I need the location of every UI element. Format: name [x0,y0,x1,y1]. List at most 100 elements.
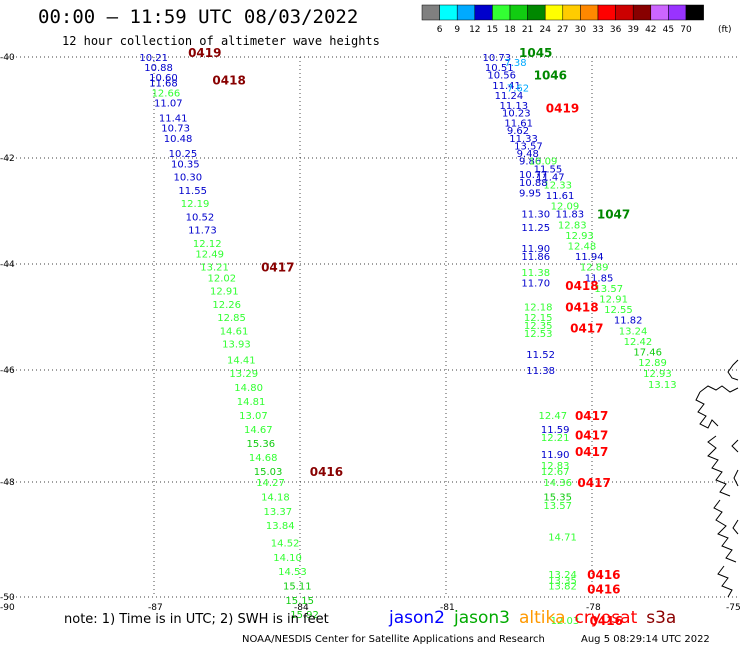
swh-label-west-track: 15.92 [290,610,319,621]
swh-label-vertical-track: 11.90 [521,244,550,255]
coastline-path [731,439,739,535]
swh-label-vertical-track: 11.70 [521,279,550,290]
lat-label: -46 [0,366,15,376]
swh-label-east-track: 13.57 [514,141,543,152]
swh-label-east-track: 12.42 [624,337,653,348]
swh-label-vertical-track: 11.59 [541,425,570,436]
pass-time-label: 0417 [261,261,294,275]
colorbar-tick-label: 30 [575,25,587,35]
pass-time-label: 0417 [577,476,610,490]
colorbar-tick-label: 70 [680,25,692,35]
swh-label-west-track: 13.21 [200,263,229,274]
pass-time-label: 0418 [565,300,598,314]
swh-label-vertical-track: 11.38 [526,366,555,377]
footer-note: note: 1) Time is in UTC; 2) SWH is in fe… [64,612,329,627]
swh-label-west-track: 13.37 [264,507,293,518]
swh-label-vertical-track: 14.36 [543,478,572,489]
swh-label-vertical-track: 13.57 [543,501,572,512]
swh-label-west-track: 14.41 [227,355,256,366]
swh-label-east-track: 12.89 [580,263,609,274]
swh-label-east-track: 10.73 [483,53,512,64]
legend-s3a: s3a [646,608,677,628]
pass-time-label: 0419 [546,102,579,116]
lon-label: -87 [148,603,163,613]
swh-label-east-track: 12.55 [604,305,633,316]
legend-cryosat: cryosat [574,608,638,628]
swh-label-vertical-track: 11.38 [521,268,550,279]
swh-label-west-track: 13.84 [266,521,295,532]
swh-label-east-track: 13.13 [648,380,677,391]
swh-label-east-track: 12.89 [638,358,667,369]
swh-label-east-track: 12.83 [558,220,587,231]
swh-label-east-track: 11.61 [546,191,575,202]
swh-label-west-track: 13.07 [239,411,268,422]
swh-label-west-track: 10.52 [186,212,215,223]
swh-label-west-track: 12.66 [152,88,181,99]
colorbar-tick-label: 21 [522,25,533,35]
pass-time-label: 0416 [590,614,623,628]
coastline-path [713,499,737,563]
swh-label-vertical-track: 12.35 [524,321,553,332]
swh-label-west-track: 15.03 [254,467,283,478]
swh-label-vertical-track: 11.86 [521,252,550,263]
swh-label-east-track: 12.93 [643,369,672,380]
swh-label-east-track: 10.23 [502,109,531,120]
swh-label-west-track: 12.91 [210,287,239,298]
colorbar-tick-label: 6 [437,25,443,35]
coastline [695,359,739,598]
colorbar-tick-label: 15 [487,25,498,35]
pass-time-label: 0418 [212,74,245,88]
lon-label: -84 [294,603,309,613]
legend-jason3: jason3 [454,608,510,628]
colorbar-tick-label: 33 [592,25,603,35]
swh-label-vertical-track: 9.95 [519,188,541,199]
grid [8,56,738,598]
swh-label-vertical-track: 11.25 [521,223,550,234]
swh-label-vertical-track: 12.83 [541,461,570,472]
swh-label-west-track: 13.93 [222,340,251,351]
pass-time-label: 0416 [587,582,620,596]
swh-label-east-track: 11.41 [492,81,521,92]
pass-time-label: 1045 [519,46,552,60]
swh-label-west-track: 10.21 [139,53,168,64]
swh-label-west-track: 10.35 [171,159,200,170]
pass-time-label: 0417 [570,322,603,336]
generated-timestamp: Aug 5 08:29:14 UTC 2022 [581,634,710,645]
swh-label-vertical-track: 11.52 [526,350,555,361]
pass-time-label: 0416 [587,568,620,582]
swh-label-west-track: 14.61 [220,326,249,337]
colorbar-tick-label: 9 [454,25,460,35]
swh-label-east-track: 10.56 [487,71,516,82]
lon-label: -81 [440,603,455,613]
swh-label-east-track: 13.24 [619,326,648,337]
swh-label-west-track: 11.73 [188,226,217,237]
swh-label-vertical-track: 12.21 [541,433,570,444]
swh-label-west-track: 12.02 [208,273,237,284]
swh-label-vertical-track: 12.03 [551,616,580,627]
colorbar-swatch [685,4,704,21]
coastline-path [695,385,739,429]
colorbar-unit: (ft) [718,25,732,35]
swh-label-east-track: 11.83 [556,210,585,221]
lon-label: -90 [0,603,15,613]
swh-label-west-track: 14.81 [237,397,266,408]
swh-label-vertical-track: 12.18 [524,302,553,313]
swh-label-west-track: 15.36 [246,439,275,450]
satellite-legend: jason2 jason3 altika cryosat s3a [389,608,685,628]
colorbar-tick-label: 39 [627,25,639,35]
swh-label-west-track: 12.85 [217,313,246,324]
coastline-path [727,359,739,381]
legend-altika: altika [519,608,566,628]
colorbar-tick-label: 27 [557,25,568,35]
swh-label-west-track: 10.25 [169,149,198,160]
swh-label-vertical-track: 12.15 [524,313,553,324]
swh-label-west-track: 12.12 [193,239,222,250]
swh-label-west-track: 10.73 [161,124,190,135]
swh-label-east-track: 11.61 [504,119,533,130]
pass-time-label: 0416 [310,465,343,479]
swh-label: 10.09 [529,157,558,168]
swh-label-east-track: 12.33 [543,181,572,192]
swh-label-east-track: 12.91 [599,294,628,305]
swh-label-west-track: 14.10 [273,553,302,564]
